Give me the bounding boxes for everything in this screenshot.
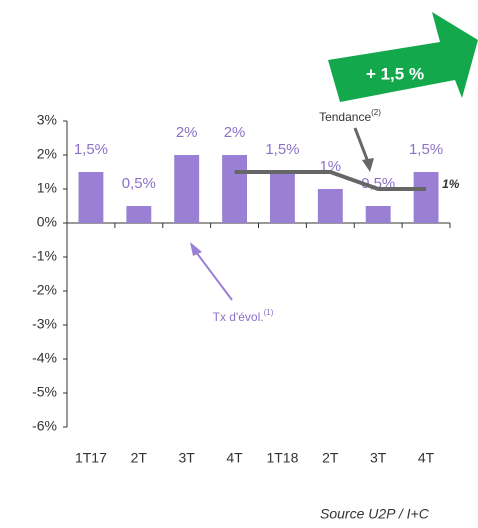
x-tick-label: 4T [226, 450, 243, 466]
x-tick-label: 2T [131, 450, 148, 466]
growth-label: + 1,5 % [366, 64, 424, 83]
x-tick-label: 1T18 [266, 450, 298, 466]
x-tick-label: 1T17 [75, 450, 107, 466]
bar [269, 172, 295, 223]
bar [413, 172, 439, 223]
rate-annotation: Tx d'évol.(1) [213, 308, 274, 324]
y-tick-label: -4% [32, 350, 57, 366]
bar [222, 155, 248, 223]
rate-arrow [195, 251, 233, 301]
trend-annotation: Tendance(2) [319, 108, 381, 124]
bar [78, 172, 104, 223]
bar [317, 189, 343, 223]
value-label: 2% [176, 124, 198, 141]
trend-text: Tendance [319, 110, 371, 124]
value-label: 1,5% [265, 141, 299, 158]
bar [174, 155, 200, 223]
trend-arrow [353, 127, 370, 163]
bar [126, 206, 152, 223]
y-tick-label: -1% [32, 248, 57, 264]
value-label: 1,5% [74, 141, 108, 158]
bar [365, 206, 391, 223]
trend-label: 1% [442, 177, 460, 191]
growth-arrow: + 1,5 % [328, 12, 478, 102]
rate-sup: (1) [264, 308, 274, 317]
value-label: 0,5% [122, 175, 156, 192]
x-tick-label: 3T [179, 450, 196, 466]
y-tick-label: 1% [37, 180, 57, 196]
y-tick-label: -5% [32, 384, 57, 400]
x-tick-label: 4T [418, 450, 435, 466]
trend-arrowhead [362, 158, 374, 172]
y-tick-label: 0% [37, 214, 57, 230]
y-tick-label: -2% [32, 282, 57, 298]
source: Source U2P / I+C [320, 506, 430, 522]
x-tick-label: 3T [370, 450, 387, 466]
arrow-shape [328, 12, 478, 102]
y-tick-label: -6% [32, 418, 57, 434]
rate-arrowhead [190, 242, 202, 256]
value-label: 1,5% [409, 141, 443, 158]
trend-line [234, 170, 427, 191]
x-tick-label: 2T [322, 450, 339, 466]
trend-sup: (2) [371, 108, 381, 117]
rate-text: Tx d'évol. [213, 310, 264, 324]
y-tick-label: 3% [37, 112, 57, 128]
y-tick-label: 2% [37, 146, 57, 162]
value-label: 2% [224, 124, 246, 141]
y-tick-label: -3% [32, 316, 57, 332]
